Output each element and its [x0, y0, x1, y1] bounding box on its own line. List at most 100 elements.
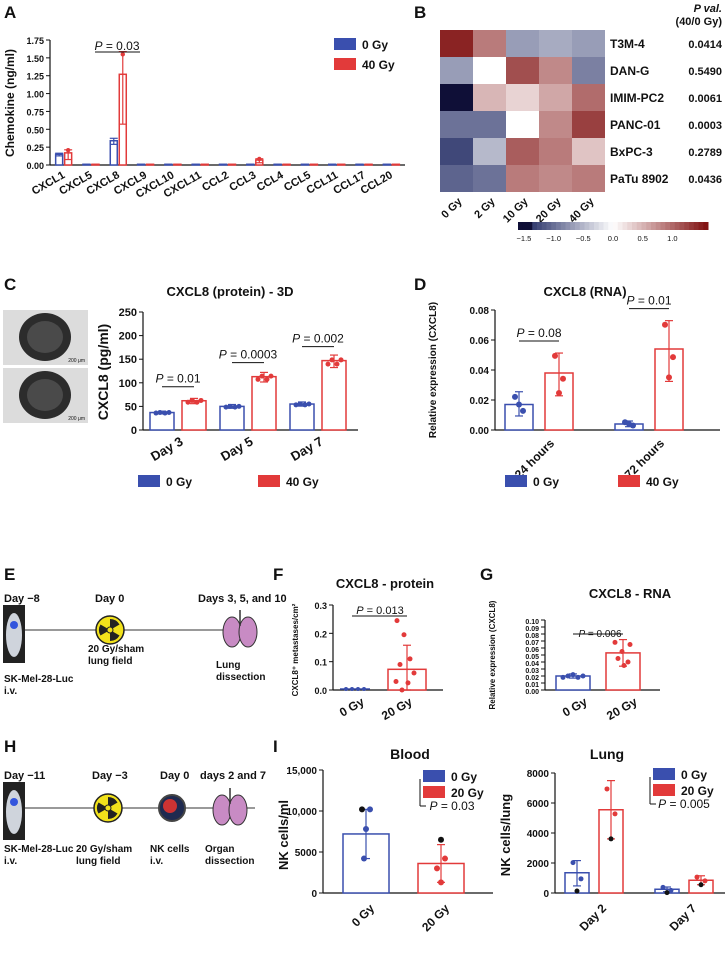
chart-i-blood-category-label: 20 Gy	[419, 901, 452, 934]
chart-a-bar-0gy	[327, 163, 337, 166]
legend-label: 20 Gy	[451, 786, 484, 800]
timeline-e-sublabel: i.v.	[4, 686, 17, 697]
heatmap-row-label: T3M-4	[610, 37, 645, 51]
colorbar-segment	[703, 222, 709, 230]
data-point	[393, 679, 399, 684]
chart-d-tick-label: 0.02	[470, 396, 490, 407]
panel-label-C: C	[4, 275, 16, 294]
heatmap-cell	[473, 138, 506, 165]
data-point	[570, 672, 576, 678]
colorbar-segment	[641, 222, 647, 230]
data-point	[575, 674, 581, 680]
data-point	[619, 649, 625, 654]
chart-c-pvalue: P = 0.01	[155, 372, 200, 386]
chart-a-bar-40gy	[391, 163, 401, 166]
data-point	[556, 389, 562, 396]
legend-label: 0 Gy	[166, 475, 192, 489]
data-point	[660, 884, 666, 890]
data-point	[627, 642, 633, 647]
heatmap-cell	[473, 30, 506, 57]
panel-label-B: B	[414, 3, 426, 22]
chart-g-ylabel: Relative expression (CXCL8)	[488, 600, 497, 709]
chart-d-bar-40gy	[544, 372, 574, 431]
data-point	[120, 52, 125, 57]
chart-c-tick-label: 200	[119, 331, 137, 343]
lung-icon	[228, 794, 248, 826]
chart-d-tick-label: 0.06	[470, 336, 490, 347]
heatmap-cell	[473, 84, 506, 111]
heatmap-column-label: 10 Gy	[501, 195, 531, 225]
chart-i-lung-pvalue: P = 0.005	[658, 797, 710, 811]
heatmap-pvalue: 0.0436	[688, 174, 722, 186]
panel-label-E: E	[4, 565, 15, 584]
spheroid-image	[27, 321, 63, 353]
chart-i-lung-category-label: Day 7	[667, 901, 700, 934]
chart-a-tick-label: 1.25	[26, 72, 44, 82]
radiation-icon	[110, 619, 120, 630]
radiation-icon	[108, 808, 118, 819]
colorbar-segment	[522, 222, 528, 230]
spheroid-image	[27, 379, 63, 411]
legend-swatch	[138, 475, 160, 487]
legend-label: 0 Gy	[362, 38, 388, 52]
panel-label-H: H	[4, 737, 16, 756]
legend-swatch	[423, 770, 445, 782]
data-point	[608, 836, 614, 842]
timeline-h-sublabel: Organ	[205, 844, 234, 855]
chart-a-ylabel: Chemokine (ng/ml)	[3, 49, 17, 157]
data-point	[166, 410, 172, 416]
colorbar-segment	[651, 222, 657, 230]
chart-a-bar-40gy	[173, 163, 182, 166]
data-point	[405, 680, 411, 686]
data-point	[185, 399, 191, 405]
data-point	[698, 882, 704, 888]
heatmap-cell	[473, 57, 506, 84]
chart-a-bar-40gy	[227, 163, 237, 166]
heatmap-cell	[539, 30, 572, 57]
colorbar-segment	[556, 222, 562, 230]
data-point	[363, 826, 369, 833]
timeline-e-sublabel: 20 Gy/sham	[88, 644, 144, 655]
colorbar-tick-label: 0.5	[637, 234, 647, 243]
chart-c-bar-0gy	[219, 405, 245, 431]
data-point	[604, 786, 610, 792]
chart-i-blood-tick-label: 5000	[295, 848, 318, 859]
chart-a-pvalue: P = 0.03	[94, 39, 139, 53]
mouse-luc-image	[6, 790, 22, 834]
heatmap-row-label: IMIM-PC2	[610, 91, 664, 105]
chart-g-tick-label: 0.09	[525, 626, 539, 633]
data-point	[394, 618, 400, 624]
chart-d-tick-label: 0.04	[470, 366, 490, 377]
radiation-icon	[106, 626, 114, 634]
data-point	[236, 403, 242, 409]
legend-swatch	[334, 38, 356, 50]
chart-i-lung-ylabel: NK cells/lung	[498, 794, 513, 876]
chart-c-bar-40gy	[251, 375, 277, 431]
colorbar-segment	[560, 222, 566, 230]
chart-c-pvalue: P = 0.0003	[219, 348, 278, 362]
data-point	[362, 687, 366, 691]
chart-a-bar-0gy	[218, 163, 228, 166]
legend-swatch	[423, 786, 445, 798]
scalebar-label: 200 μm	[68, 416, 85, 422]
panel-label-A: A	[4, 3, 16, 22]
chart-c-title: CXCL8 (protein) - 3D	[166, 284, 293, 299]
chart-c-category-label: Day 5	[218, 434, 256, 464]
chart-a-bar-0gy	[382, 163, 392, 166]
chart-g-tick-label: 0.04	[525, 661, 539, 668]
chart-c-tick-label: 100	[119, 378, 137, 390]
colorbar-segment	[546, 222, 552, 230]
heatmap-cell	[572, 165, 605, 192]
chart-a-bar-40gy	[336, 163, 346, 166]
chart-a-tick-label: 0.50	[26, 125, 44, 135]
radiation-icon	[97, 802, 108, 814]
data-point	[259, 373, 265, 379]
chart-g-title: CXCL8 - RNA	[589, 586, 672, 601]
colorbar-segment	[613, 222, 619, 230]
chart-a-bar-40gy	[364, 163, 373, 166]
timeline-h-label: Day −3	[92, 770, 128, 782]
data-point	[361, 855, 367, 862]
timeline-h-sublabel: SK-Mel-28-Luc	[4, 844, 74, 855]
chart-f-category-label: 20 Gy	[379, 694, 415, 723]
data-point	[702, 878, 708, 884]
